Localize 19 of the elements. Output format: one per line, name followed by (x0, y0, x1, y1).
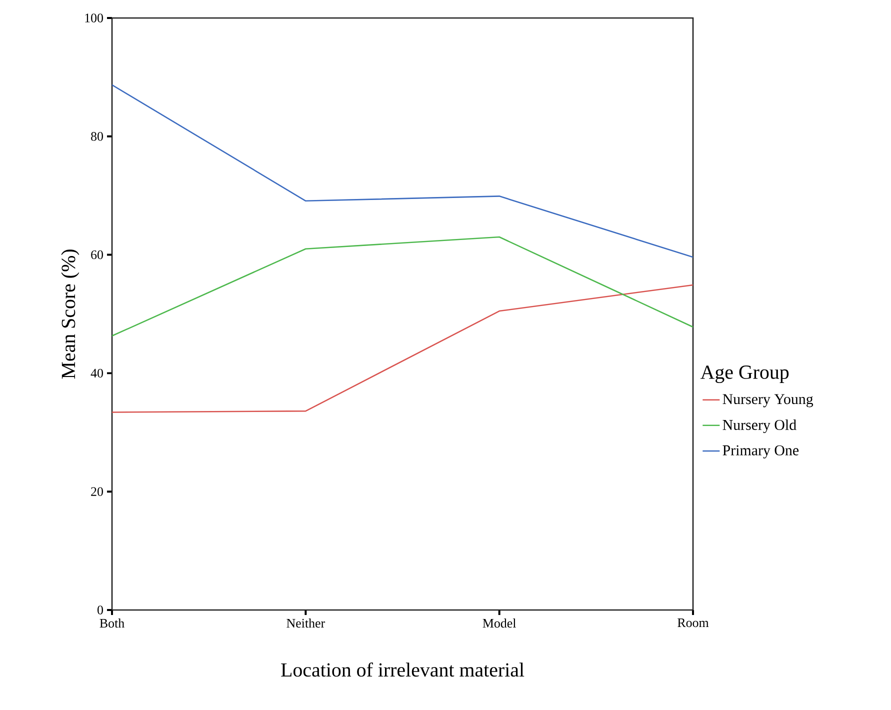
y-tick-label: 80 (91, 132, 103, 141)
y-tick-label: 40 (90, 368, 103, 378)
legend-label: Primary One (722, 445, 799, 458)
line-series (112, 284, 694, 413)
legend-title: Age Group (700, 366, 789, 384)
legend-label: Nursery Young (722, 394, 814, 408)
y-tick-label: 0 (98, 606, 103, 614)
y-tick-label: 20 (91, 487, 103, 496)
line-series (112, 84, 694, 258)
y-axis-title: Mean Score (%) (61, 250, 80, 379)
x-tick-label: Model (482, 618, 516, 628)
x-tick-label: Room (678, 618, 709, 628)
y-tick-label: 100 (85, 14, 103, 22)
line-series (112, 236, 694, 337)
legend-label: Nursery Old (722, 419, 796, 434)
y-tick-label: 60 (91, 250, 103, 260)
x-tick-label: Neither (286, 618, 325, 628)
x-axis-title: Location of irrelevant material (281, 662, 524, 677)
x-tick-label: Both (100, 618, 124, 628)
